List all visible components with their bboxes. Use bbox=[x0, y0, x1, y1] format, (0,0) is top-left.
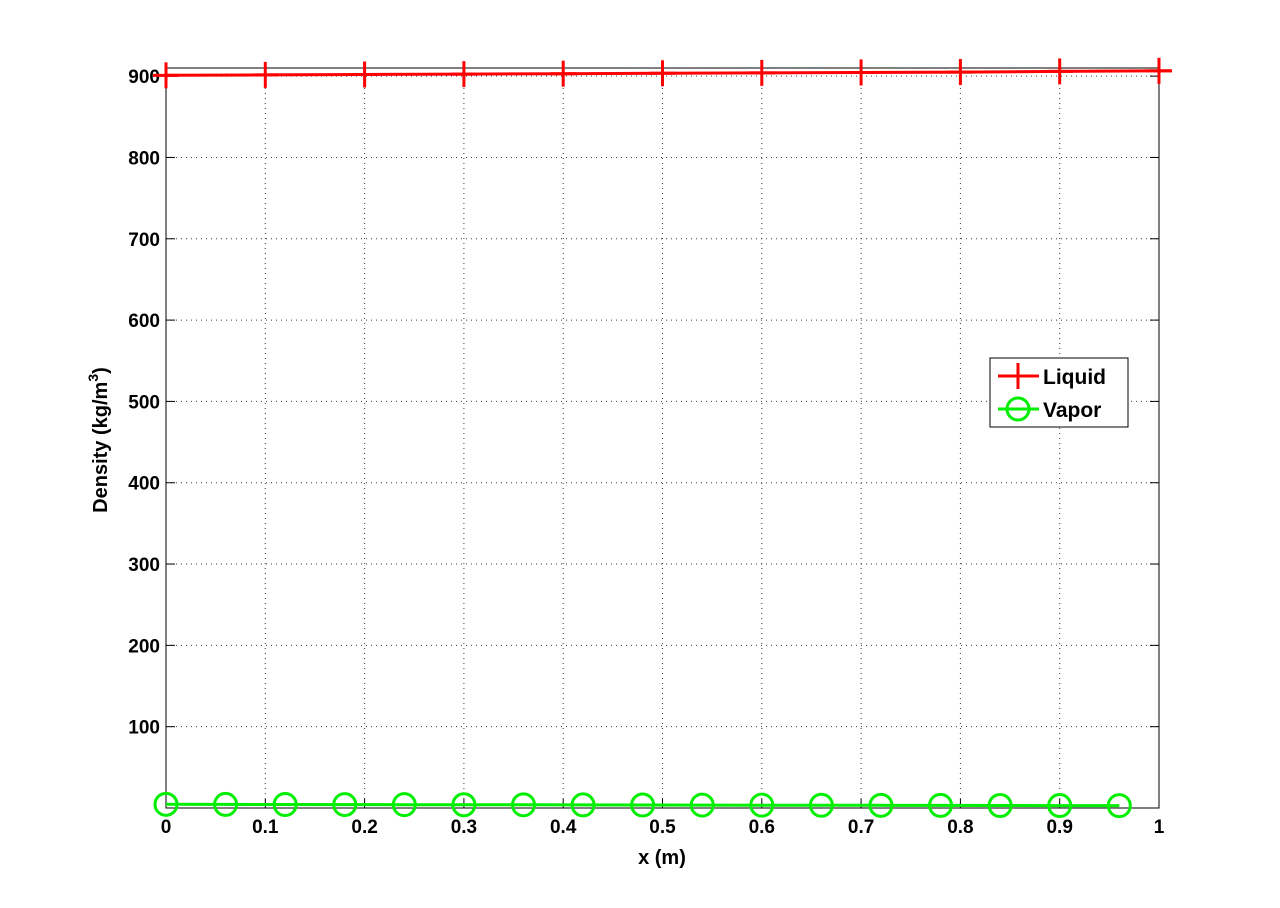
series-liquid-point bbox=[748, 59, 775, 86]
x-tick-labels: 0 0.1 0.2 0.3 0.4 0.5 0.6 0.7 0.8 0.9 1 bbox=[161, 817, 1165, 838]
series-liquid-point bbox=[947, 59, 974, 86]
series-liquid-point bbox=[1146, 57, 1172, 84]
legend-liquid-marker bbox=[1005, 363, 1031, 389]
y-tick-label: 800 bbox=[128, 148, 160, 169]
series-vapor-point bbox=[689, 792, 715, 818]
x-tick-label: 0.9 bbox=[1046, 817, 1072, 838]
y-axis-label-superscript: 3 bbox=[85, 374, 101, 382]
series-liquid bbox=[153, 57, 1172, 89]
legend: Liquid Vapor bbox=[989, 357, 1129, 428]
x-axis-label: x (m) bbox=[638, 847, 686, 869]
series-liquid-line bbox=[165, 69, 1171, 77]
x-tick-label: 0.2 bbox=[351, 817, 377, 838]
y-tick-label: 200 bbox=[128, 636, 160, 657]
x-tick-label: 0.1 bbox=[252, 817, 279, 838]
series-vapor-point bbox=[272, 792, 298, 818]
x-tick-label: 1 bbox=[1154, 817, 1165, 838]
series-vapor-point bbox=[868, 792, 894, 818]
series-vapor-point bbox=[928, 792, 954, 818]
y-axis-label: Density (kg/m3) bbox=[85, 367, 112, 513]
series-vapor bbox=[153, 791, 1132, 819]
x-tick-label: 0.7 bbox=[848, 817, 874, 838]
y-tick-label: 300 bbox=[128, 555, 160, 576]
legend-liquid-label: Liquid bbox=[1043, 366, 1106, 389]
y-tick-label: 100 bbox=[128, 718, 160, 739]
y-tick-label: 700 bbox=[128, 230, 160, 251]
y-tick-label: 400 bbox=[128, 474, 160, 495]
series-vapor-point bbox=[570, 792, 596, 818]
x-tick-label: 0.8 bbox=[947, 817, 973, 838]
series-vapor-line bbox=[165, 802, 1120, 808]
legend-entry-liquid: Liquid bbox=[998, 363, 1106, 389]
series-vapor-point bbox=[1106, 793, 1132, 819]
series-liquid-point bbox=[450, 61, 477, 88]
x-tick-label: 0.6 bbox=[749, 817, 775, 838]
series-vapor-point bbox=[510, 792, 536, 818]
y-tick-labels: 100 200 300 400 500 600 700 800 900 bbox=[128, 67, 160, 739]
y-tick-label: 900 bbox=[128, 67, 160, 88]
series-vapor-point bbox=[749, 792, 775, 818]
legend-box bbox=[989, 357, 1129, 428]
legend-vapor-marker bbox=[1005, 396, 1031, 422]
series-liquid-point bbox=[550, 60, 577, 87]
x-tick-label: 0.3 bbox=[451, 817, 477, 838]
x-tick-label: 0.4 bbox=[550, 817, 577, 838]
y-tick-label: 600 bbox=[128, 311, 160, 332]
legend-entry-vapor: Vapor bbox=[998, 396, 1101, 422]
legend-vapor-label: Vapor bbox=[1043, 399, 1101, 422]
series-layer bbox=[153, 57, 1172, 819]
y-tick-label: 500 bbox=[128, 392, 160, 413]
series-vapor-point bbox=[213, 791, 239, 817]
x-tick-label: 0.5 bbox=[649, 817, 676, 838]
series-liquid-point bbox=[351, 61, 378, 88]
series-vapor-point bbox=[808, 792, 834, 818]
series-vapor-point bbox=[987, 792, 1013, 818]
series-liquid-point bbox=[153, 62, 179, 89]
x-tick-label: 0 bbox=[161, 817, 172, 838]
series-vapor-point bbox=[332, 792, 358, 818]
series-vapor-point bbox=[451, 792, 477, 818]
series-liquid-point bbox=[252, 61, 279, 88]
y-axis-label-main: Density (kg/m bbox=[90, 382, 112, 513]
series-vapor-point bbox=[1047, 793, 1073, 819]
series-liquid-point bbox=[649, 60, 676, 87]
series-vapor-point bbox=[391, 792, 417, 818]
y-axis-label-close: ) bbox=[90, 367, 112, 374]
series-vapor-point bbox=[153, 791, 179, 817]
series-liquid-point bbox=[1046, 58, 1073, 85]
series-vapor-point bbox=[630, 792, 656, 818]
series-liquid-point bbox=[848, 59, 875, 86]
